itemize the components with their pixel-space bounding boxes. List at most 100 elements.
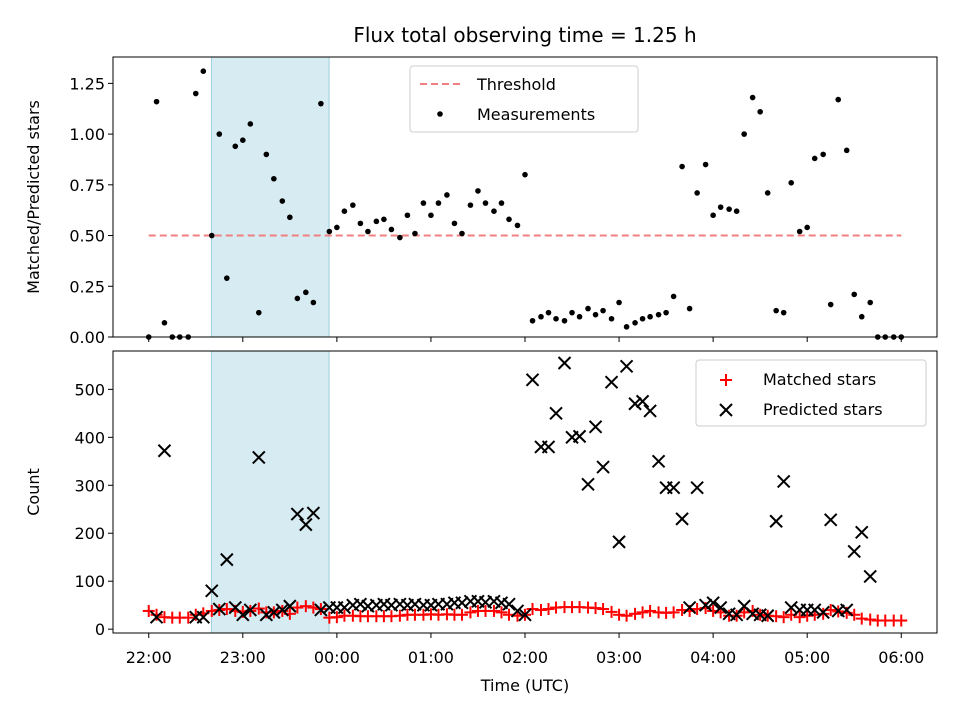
measurement-point [388,226,395,233]
measurement-point [623,324,630,330]
legend-threshold-label: Threshold [476,75,556,94]
predicted-star-point [306,506,321,520]
measurement-point [498,200,505,206]
predicted-star-point [314,603,328,617]
measurement-point [663,309,669,316]
measurement-point [444,192,450,198]
measurement-point [247,121,254,127]
measurement-point [467,202,474,208]
predicted-star-point [760,609,775,623]
bottom-y-tick-label: 0 [95,620,105,639]
legend-measurements-swatch [437,111,443,117]
legend-matched-label: Matched stars [763,370,876,389]
predicted-star-point [196,610,211,624]
predicted-star-point [157,444,172,458]
predicted-star-point [698,598,713,612]
measurement-point [161,319,168,326]
measurement-point [350,202,356,208]
x-tick-label: 04:00 [690,648,736,667]
matched-star-point [644,604,657,617]
measurement-point [451,220,458,227]
measurement-point [820,151,826,158]
predicted-star-point [612,535,626,549]
matched-star-point [487,604,500,617]
predicted-star-point [675,512,689,526]
top-legend-box [409,65,639,133]
measurement-point [867,299,874,306]
predicted-star-point [252,450,266,465]
measurement-point [694,190,700,196]
measurement-point [459,230,465,237]
measurement-point [788,179,795,186]
matched-star-point [182,611,195,624]
matched-star-point [777,611,790,624]
bottom-y-axis-label: Count [24,468,43,516]
measurement-point [710,212,716,219]
top-y-axis-label: Matched/Predicted stars [24,100,43,294]
top-y-tick-label: 1.00 [69,125,105,144]
measurement-point [835,96,842,103]
measurement-point [553,315,559,322]
predicted-star-point [212,602,226,616]
measurement-point [357,220,364,227]
measurement-point [334,224,340,231]
predicted-star-point [635,394,650,409]
measurement-point [670,293,677,300]
x-axis-label: Time (UTC) [480,676,569,695]
measurement-point [240,137,246,143]
chart-title: Flux total observing time = 1.25 h [353,23,696,47]
measurement-point [757,108,763,115]
measurement-point [326,228,333,235]
predicted-star-point [855,525,869,539]
measurement-point [804,224,810,231]
top-y-tick-label: 0.75 [69,176,105,195]
measurement-point [616,299,622,306]
matched-star-point [291,601,304,614]
predicted-star-point [816,605,830,620]
x-tick-label: 01:00 [408,648,454,667]
top-legend: Threshold Measurements [409,65,639,133]
predicted-star-point [839,603,854,617]
measurement-point [365,228,371,235]
top-panel: 0.00 0.25 0.50 0.75 1.00 1.25 Threshold Measu… [69,56,938,347]
predicted-star-point [824,513,838,527]
measurement-point [482,200,489,206]
predicted-star-point [572,429,587,444]
x-tick-label: 05:00 [784,648,830,667]
bottom-y-tick-label: 300 [74,476,105,495]
predicted-star-point [541,440,556,454]
predicted-star-point [619,359,634,374]
bottom-y-tick-label: 500 [74,380,105,399]
x-tick-label: 06:00 [878,648,924,667]
x-tick-label: 03:00 [596,648,642,667]
predicted-star-point [713,600,728,615]
measurement-point [702,161,709,168]
measurement-point [224,275,230,281]
matched-star-point [464,606,477,619]
measurement-point [733,208,740,215]
matched-star-point [455,608,468,621]
measurement-point [608,315,615,322]
measurement-point [811,155,818,162]
predicted-star-point [604,375,619,389]
measurement-point [569,309,575,316]
bottom-y-tick-label: 100 [74,572,105,591]
measurement-point [679,163,685,170]
measurement-point [153,98,160,105]
measurement-point [686,305,693,312]
measurement-point [216,131,223,137]
predicted-star-point [275,603,290,617]
measurement-point [318,100,324,107]
legend-measurements-label: Measurements [477,105,595,124]
predicted-star-point [643,404,657,418]
legend-predicted-swatch [719,403,733,417]
measurement-point [200,68,207,75]
measurement-point [561,317,568,324]
predicted-star-point [267,605,281,620]
predicted-star-point [220,552,234,567]
measurement-point [741,131,747,137]
matched-star-point [252,602,265,615]
matched-star-point [142,604,155,617]
matched-star-point [495,606,508,619]
measurement-point [827,301,834,308]
